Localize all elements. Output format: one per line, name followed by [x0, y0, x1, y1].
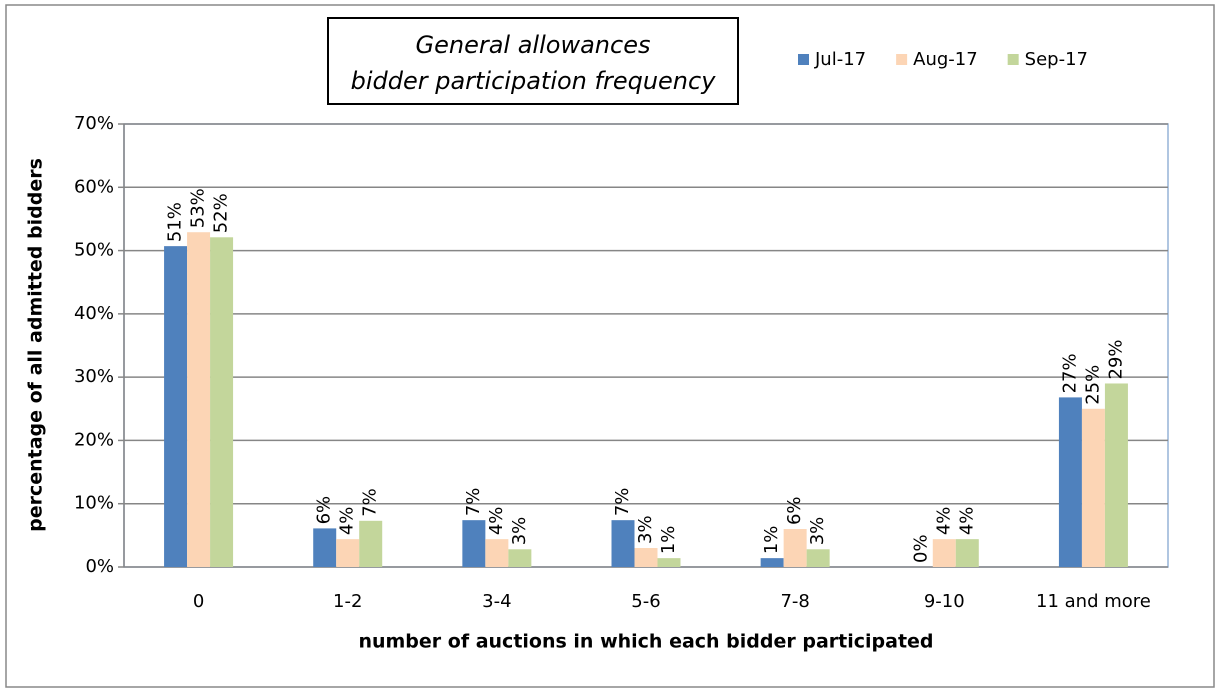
y-tick-label: 0%	[85, 556, 114, 577]
bar	[462, 520, 486, 567]
bar	[359, 520, 383, 567]
bar	[955, 539, 979, 567]
data-label: 0%	[910, 534, 931, 563]
x-tick-label: 3-4	[482, 591, 511, 612]
data-label: 1%	[761, 526, 782, 555]
bar	[806, 549, 830, 567]
y-tick-label: 30%	[74, 366, 114, 387]
x-axis-label: number of auctions in which each bidder …	[358, 631, 933, 653]
bar	[611, 520, 635, 567]
data-label: 7%	[612, 488, 633, 517]
data-label: 27%	[1059, 353, 1080, 393]
y-tick-label: 70%	[74, 113, 114, 134]
bar	[485, 539, 509, 567]
plot-area	[123, 123, 1169, 568]
data-label: 6%	[314, 496, 335, 525]
x-tick-label: 11 and more	[1036, 591, 1151, 612]
bar	[187, 232, 211, 567]
legend-swatch	[798, 54, 809, 65]
chart-title: General allowances	[416, 31, 651, 59]
legend-label: Sep-17	[1025, 49, 1088, 70]
data-label: 6%	[784, 496, 805, 525]
bar	[508, 549, 532, 567]
y-tick-label: 40%	[74, 303, 114, 324]
y-tick-label: 20%	[74, 429, 114, 450]
data-label: 7%	[360, 488, 381, 517]
bar	[1104, 383, 1128, 567]
data-label: 53%	[188, 188, 209, 228]
bar	[760, 558, 784, 567]
bar	[1081, 408, 1105, 567]
y-tick-label: 10%	[74, 493, 114, 514]
legend-swatch	[896, 54, 908, 65]
title-box	[327, 17, 739, 105]
legend-swatch	[1007, 54, 1019, 65]
data-label: 4%	[337, 507, 358, 536]
data-label: 51%	[165, 202, 186, 242]
data-label: 25%	[1082, 365, 1103, 405]
bar	[336, 539, 360, 567]
y-tick-label: 60%	[74, 176, 114, 197]
bar	[210, 237, 234, 567]
y-axis-label: percentage of all admitted bidders	[25, 158, 47, 532]
data-label: 4%	[956, 507, 977, 536]
bar	[657, 558, 681, 567]
bar	[164, 246, 188, 568]
bar	[313, 528, 337, 567]
bar	[1058, 397, 1082, 567]
data-label: 52%	[211, 193, 232, 233]
data-label: 29%	[1105, 339, 1126, 379]
bar	[783, 529, 807, 567]
data-label: 3%	[807, 517, 828, 546]
legend-label: Aug-17	[913, 49, 978, 70]
bar	[932, 539, 956, 567]
x-tick-label: 7-8	[780, 591, 809, 612]
data-label: 4%	[933, 507, 954, 536]
y-tick-label: 50%	[74, 240, 114, 261]
x-tick-label: 1-2	[333, 591, 362, 612]
x-tick-label: 5-6	[631, 591, 660, 612]
data-label: 3%	[509, 517, 530, 546]
data-label: 1%	[658, 526, 679, 555]
x-tick-label: 9-10	[924, 591, 965, 612]
data-label: 4%	[486, 507, 507, 536]
x-tick-label: 0	[193, 591, 204, 612]
bar	[634, 548, 658, 567]
data-label: 3%	[635, 515, 656, 544]
legend-label: Jul-17	[814, 49, 866, 70]
chart-title: bidder participation frequency	[351, 67, 717, 95]
data-label: 7%	[463, 488, 484, 517]
